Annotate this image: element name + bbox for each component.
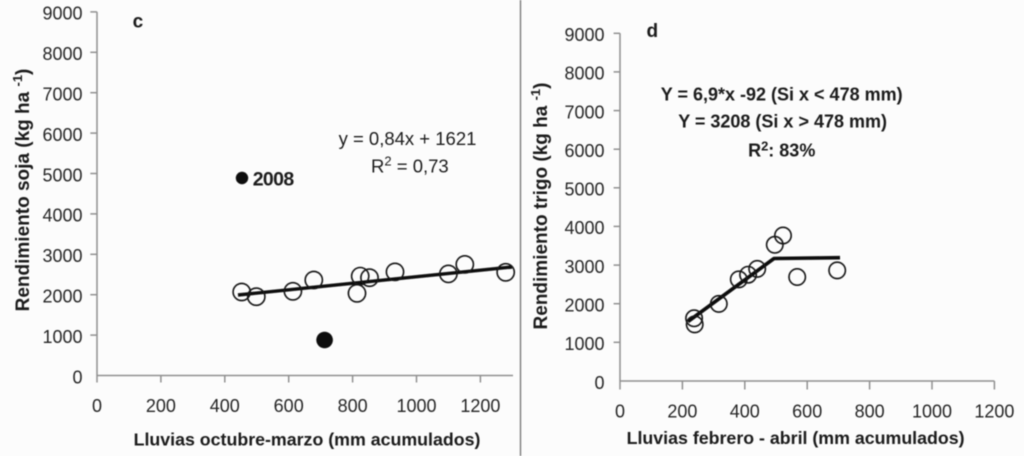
svg-text:200: 200 — [146, 396, 176, 416]
svg-text:Lluvias octubre-marzo (mm acum: Lluvias octubre-marzo (mm acumulados) — [134, 430, 481, 450]
svg-text:1000: 1000 — [42, 327, 82, 347]
svg-text:c: c — [133, 12, 144, 33]
svg-text:4000: 4000 — [564, 218, 604, 238]
svg-text:1000: 1000 — [912, 402, 952, 422]
svg-text:R2: 83%: R2: 83% — [748, 139, 815, 161]
svg-text:0: 0 — [594, 373, 604, 393]
svg-text:400: 400 — [730, 402, 760, 422]
svg-text:6000: 6000 — [564, 141, 604, 161]
svg-text:9000: 9000 — [42, 4, 82, 24]
svg-text:d: d — [647, 21, 659, 42]
svg-text:5000: 5000 — [564, 180, 604, 200]
svg-text:400: 400 — [210, 396, 240, 416]
svg-text:9000: 9000 — [564, 25, 604, 45]
svg-text:y = 0,84x + 1621: y = 0,84x + 1621 — [339, 128, 477, 149]
svg-text:1200: 1200 — [974, 402, 1014, 422]
svg-text:7000: 7000 — [564, 102, 604, 122]
svg-text:2008: 2008 — [253, 169, 295, 191]
svg-text:8000: 8000 — [42, 44, 82, 64]
svg-text:1000: 1000 — [396, 396, 436, 416]
svg-text:2000: 2000 — [42, 287, 82, 307]
svg-text:Y = 3208 (Si x > 478 mm): Y = 3208 (Si x > 478 mm) — [678, 112, 887, 132]
svg-text:200: 200 — [667, 402, 697, 422]
svg-text:Rendimiento soja (kg ha -1): Rendimiento soja (kg ha -1) — [10, 69, 34, 312]
svg-text:8000: 8000 — [564, 64, 604, 84]
svg-text:0: 0 — [92, 396, 102, 416]
svg-text:6000: 6000 — [42, 125, 82, 145]
svg-text:2000: 2000 — [564, 296, 604, 316]
svg-text:1000: 1000 — [564, 334, 604, 354]
svg-text:5000: 5000 — [42, 165, 82, 185]
svg-text:Rendimiento trigo (kg ha -1): Rendimiento trigo (kg ha -1) — [528, 83, 552, 330]
svg-text:7000: 7000 — [42, 85, 82, 105]
svg-text:3000: 3000 — [564, 257, 604, 277]
svg-text:0: 0 — [72, 367, 82, 387]
svg-text:Y = 6,9*x -92 (Si x < 478 mm): Y = 6,9*x -92 (Si x < 478 mm) — [661, 85, 903, 105]
svg-text:800: 800 — [855, 402, 885, 422]
svg-text:0: 0 — [615, 402, 625, 422]
svg-text:R2 = 0,73: R2 = 0,73 — [371, 154, 449, 177]
svg-text:3000: 3000 — [42, 246, 82, 266]
svg-text:600: 600 — [792, 402, 822, 422]
svg-text:800: 800 — [338, 396, 368, 416]
svg-text:Lluvias febrero - abril (mm ac: Lluvias febrero - abril (mm acumulados) — [627, 428, 965, 448]
svg-text:600: 600 — [274, 396, 304, 416]
svg-text:1200: 1200 — [460, 396, 500, 416]
svg-text:4000: 4000 — [42, 206, 82, 226]
